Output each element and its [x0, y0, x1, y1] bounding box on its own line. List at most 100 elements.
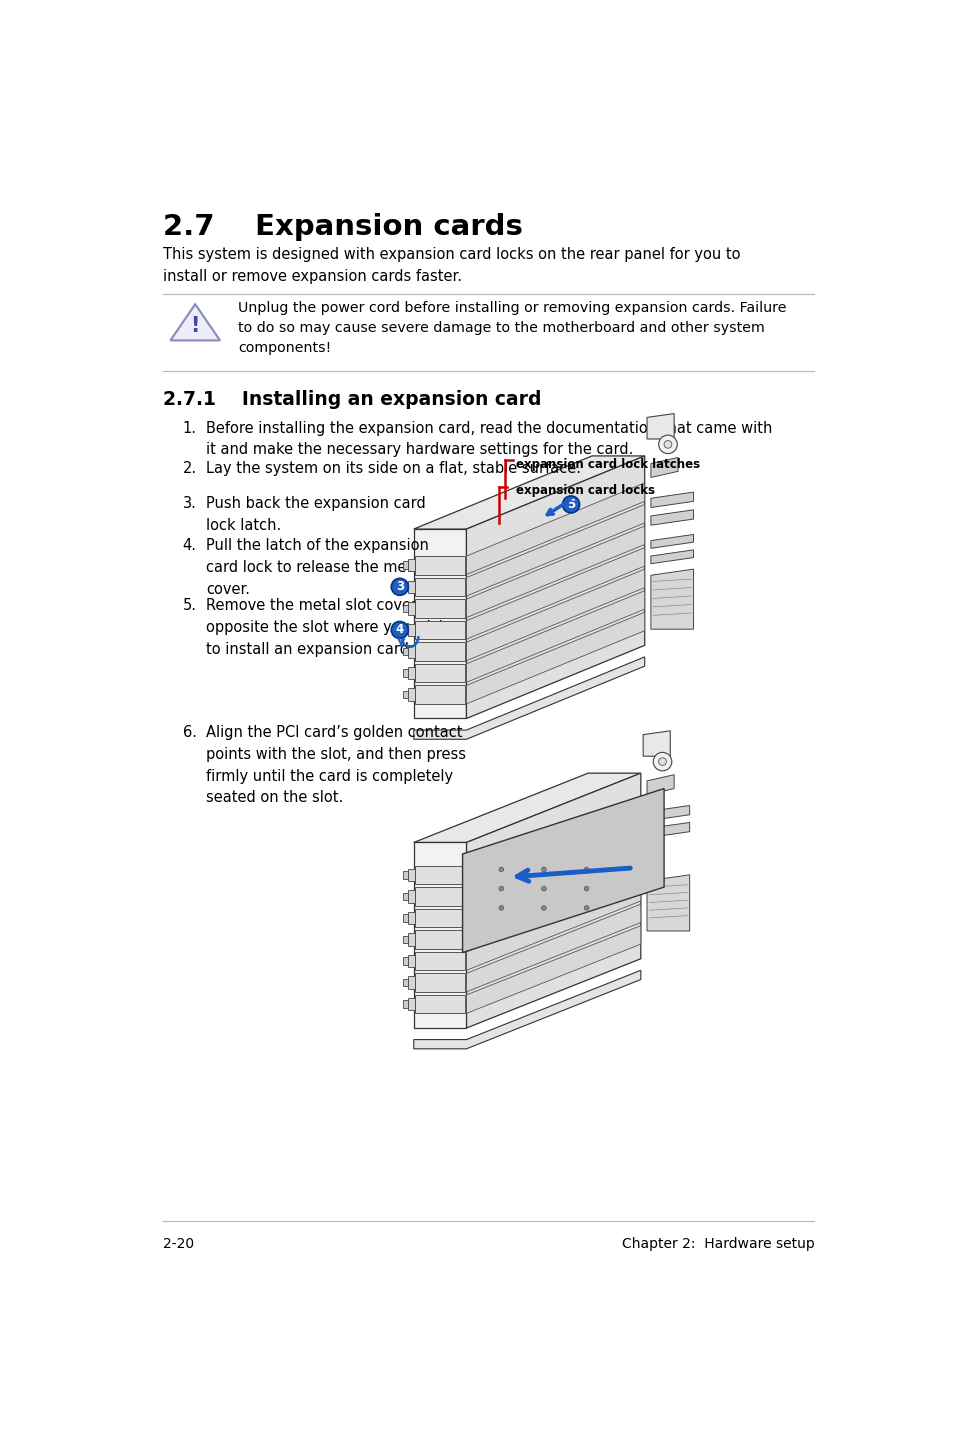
Circle shape [658, 758, 666, 765]
Polygon shape [415, 930, 464, 949]
Polygon shape [414, 843, 466, 1028]
Polygon shape [407, 998, 415, 1011]
Polygon shape [402, 871, 407, 879]
Polygon shape [407, 933, 415, 946]
Polygon shape [402, 979, 407, 986]
Polygon shape [646, 823, 689, 838]
Polygon shape [402, 690, 407, 699]
Polygon shape [415, 664, 464, 682]
Polygon shape [646, 874, 689, 930]
Circle shape [663, 440, 671, 449]
Polygon shape [466, 926, 640, 1014]
Circle shape [498, 867, 503, 871]
Polygon shape [407, 603, 415, 614]
Polygon shape [407, 955, 415, 968]
Circle shape [391, 578, 408, 595]
Circle shape [498, 886, 503, 892]
Polygon shape [466, 818, 640, 906]
Text: expansion card lock latches: expansion card lock latches [516, 459, 700, 472]
Polygon shape [407, 559, 415, 571]
Polygon shape [415, 643, 464, 660]
Text: 2-20: 2-20 [163, 1237, 194, 1251]
Polygon shape [402, 893, 407, 900]
Polygon shape [407, 689, 415, 700]
Polygon shape [415, 974, 464, 992]
Text: Unplug the power cord before installing or removing expansion cards. Failure
to : Unplug the power cord before installing … [237, 301, 785, 355]
Circle shape [583, 906, 588, 910]
Text: 2.7.1    Installing an expansion card: 2.7.1 Installing an expansion card [163, 390, 541, 408]
Polygon shape [407, 976, 415, 989]
Polygon shape [650, 492, 693, 508]
Polygon shape [466, 883, 640, 971]
Text: 4: 4 [395, 624, 403, 637]
Circle shape [541, 906, 546, 910]
Polygon shape [415, 866, 464, 884]
Polygon shape [402, 582, 407, 591]
Circle shape [562, 496, 579, 513]
Polygon shape [414, 456, 644, 529]
Polygon shape [402, 669, 407, 677]
Polygon shape [650, 549, 693, 564]
Polygon shape [407, 646, 415, 657]
Text: Pull the latch of the expansion
card lock to release the metal slot
cover.: Pull the latch of the expansion card loc… [206, 538, 456, 597]
Circle shape [498, 906, 503, 910]
Polygon shape [402, 1001, 407, 1008]
Polygon shape [650, 569, 693, 630]
Text: Before installing the expansion card, read the documentation that came with
it a: Before installing the expansion card, re… [206, 420, 772, 457]
Polygon shape [466, 774, 640, 1028]
Polygon shape [414, 774, 640, 843]
Polygon shape [415, 686, 464, 703]
Polygon shape [415, 909, 464, 928]
Polygon shape [646, 805, 689, 821]
Text: 2.7    Expansion cards: 2.7 Expansion cards [163, 213, 523, 240]
Polygon shape [466, 797, 640, 884]
Text: 4.: 4. [183, 538, 196, 554]
Polygon shape [650, 535, 693, 548]
Polygon shape [466, 591, 644, 682]
Polygon shape [415, 557, 464, 575]
Circle shape [541, 867, 546, 871]
Text: 5: 5 [566, 498, 575, 510]
Polygon shape [415, 952, 464, 971]
Text: This system is designed with expansion card locks on the rear panel for you to
i: This system is designed with expansion c… [163, 247, 740, 283]
Polygon shape [407, 890, 415, 903]
Polygon shape [171, 305, 220, 341]
Polygon shape [642, 731, 670, 756]
Polygon shape [466, 505, 644, 597]
Text: 5.: 5. [183, 598, 196, 614]
Text: Align the PCI card’s golden contact
points with the slot, and then press
firmly : Align the PCI card’s golden contact poin… [206, 725, 466, 805]
Text: 3.: 3. [183, 496, 196, 510]
Polygon shape [466, 840, 640, 928]
Polygon shape [466, 905, 640, 992]
Polygon shape [402, 958, 407, 965]
Circle shape [653, 752, 671, 771]
Polygon shape [402, 647, 407, 656]
Circle shape [391, 621, 408, 638]
Polygon shape [415, 887, 464, 906]
Polygon shape [462, 788, 663, 952]
Polygon shape [407, 624, 415, 636]
Polygon shape [407, 667, 415, 679]
Polygon shape [407, 581, 415, 592]
Circle shape [583, 886, 588, 892]
Polygon shape [646, 414, 674, 439]
Polygon shape [415, 600, 464, 617]
Text: 3: 3 [395, 581, 403, 594]
Polygon shape [414, 529, 466, 719]
Polygon shape [407, 869, 415, 881]
Polygon shape [402, 915, 407, 922]
Polygon shape [402, 604, 407, 613]
Polygon shape [414, 657, 644, 739]
Circle shape [658, 436, 677, 453]
Circle shape [583, 867, 588, 871]
Polygon shape [402, 626, 407, 634]
Polygon shape [414, 971, 640, 1048]
Polygon shape [650, 457, 678, 477]
Polygon shape [646, 775, 674, 795]
Polygon shape [415, 578, 464, 597]
Polygon shape [466, 613, 644, 703]
Text: Remove the metal slot cover
opposite the slot where you wish
to install an expan: Remove the metal slot cover opposite the… [206, 598, 448, 657]
Polygon shape [466, 569, 644, 660]
Text: Push back the expansion card
lock latch.: Push back the expansion card lock latch. [206, 496, 425, 532]
Text: 2.: 2. [183, 460, 196, 476]
